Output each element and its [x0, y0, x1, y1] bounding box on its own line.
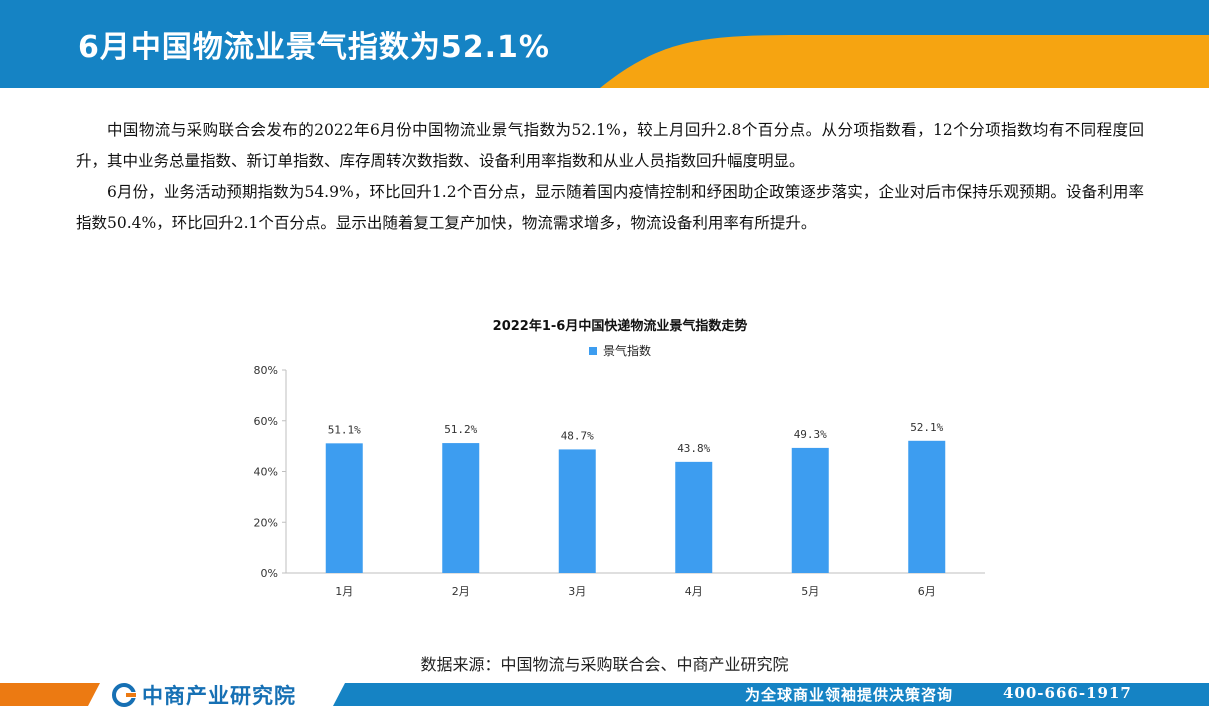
bar-chart: 0% 20% 40% 60% 80% 51.1% 1月 51.2% 2月 48.7% 3月 43.8%…	[240, 305, 1000, 615]
legend-label: 景气指数	[602, 344, 651, 358]
data-label: 52.1%	[910, 421, 943, 434]
chart-title: 2022年1-6月中国快递物流业景气指数走势	[492, 319, 748, 334]
body-text: 中国物流与采购联合会发布的2022年6月份中国物流业景气指数为52.1%，较上月…	[76, 115, 1144, 239]
data-label: 43.8%	[677, 442, 710, 455]
paragraph-1: 中国物流与采购联合会发布的2022年6月份中国物流业景气指数为52.1%，较上月…	[76, 121, 1144, 170]
y-tick-label: 80%	[254, 364, 278, 377]
x-tick-label: 6月	[918, 585, 936, 598]
bar	[908, 440, 946, 573]
bar	[675, 461, 713, 573]
logo-text: 中商产业研究院	[142, 684, 296, 708]
footer-background	[0, 683, 1209, 706]
page-title: 6月中国物流业景气指数为52.1%	[78, 30, 550, 65]
header-banner: 6月中国物流业景气指数为52.1%	[0, 0, 1209, 88]
bar	[558, 449, 596, 573]
data-label: 48.7%	[561, 429, 594, 442]
company-logo-icon	[112, 683, 138, 707]
y-tick-label: 0%	[261, 567, 278, 580]
footer-slogan: 为全球商业领袖提供决策咨询	[745, 686, 954, 704]
chart-canvas: 0% 20% 40% 60% 80% 51.1% 1月 51.2% 2月 48.7% 3月 43.8%…	[254, 364, 985, 598]
footer-phone: 400-666-1917	[1003, 684, 1132, 702]
footer-bar	[0, 680, 1209, 718]
bar	[791, 447, 829, 573]
y-tick-label: 20%	[254, 516, 278, 529]
data-source: 数据来源：中国物流与采购联合会、中商产业研究院	[420, 655, 789, 674]
chart-legend: 景气指数	[240, 342, 1000, 359]
data-label: 49.3%	[794, 428, 827, 441]
legend-swatch	[588, 346, 597, 355]
y-tick-label: 60%	[254, 415, 278, 428]
x-tick-label: 3月	[568, 585, 586, 598]
paragraph-2: 6月份，业务活动预期指数为54.9%，环比回升1.2个百分点，显示随着国内疫情控…	[76, 183, 1144, 232]
x-tick-label: 5月	[801, 585, 819, 598]
footer-logo: 中商产业研究院	[112, 683, 296, 708]
bar	[325, 443, 363, 573]
y-tick-label: 40%	[254, 466, 278, 479]
x-tick-label: 1月	[335, 585, 353, 598]
x-tick-label: 2月	[452, 585, 470, 598]
header-background	[0, 0, 1209, 88]
bar	[442, 443, 480, 573]
data-label: 51.2%	[444, 423, 477, 436]
data-label: 51.1%	[328, 423, 361, 436]
x-tick-label: 4月	[685, 585, 703, 598]
